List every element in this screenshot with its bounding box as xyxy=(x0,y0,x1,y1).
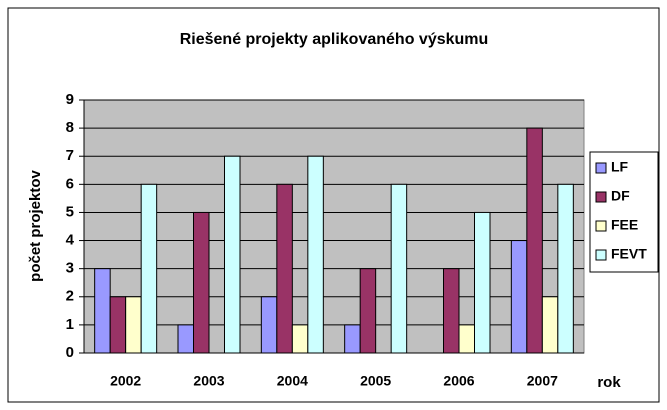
y-tick-label: 7 xyxy=(66,147,74,164)
y-tick-label: 2 xyxy=(66,288,74,305)
bar xyxy=(94,268,111,354)
legend-swatch xyxy=(595,162,607,174)
bar xyxy=(344,324,361,354)
legend-label: FEE xyxy=(611,217,638,233)
bar xyxy=(177,324,194,354)
legend-label: DF xyxy=(611,188,630,204)
bar xyxy=(307,155,324,354)
plot-area xyxy=(83,99,585,354)
bar xyxy=(557,183,574,354)
legend-swatch xyxy=(595,249,607,261)
bar xyxy=(260,296,278,354)
bar xyxy=(276,183,293,354)
x-tick-label: 2007 xyxy=(527,373,558,389)
y-tick-label: 9 xyxy=(66,91,74,108)
bar xyxy=(140,183,158,354)
y-axis-label: počet projektov xyxy=(27,169,44,281)
y-tick-label: 4 xyxy=(66,232,75,249)
legend-swatch xyxy=(595,191,607,203)
x-tick-label: 2002 xyxy=(110,373,141,389)
y-tick-label: 5 xyxy=(66,203,74,220)
y-tick-label: 3 xyxy=(66,260,74,277)
x-axis-label: rok xyxy=(597,374,621,391)
x-tick-label: 2005 xyxy=(360,373,391,389)
bar xyxy=(474,211,491,354)
y-tick-label: 8 xyxy=(66,119,74,136)
bar xyxy=(458,324,475,354)
bar xyxy=(224,155,241,354)
y-tick-label: 6 xyxy=(66,175,74,192)
bar xyxy=(541,296,559,354)
bar xyxy=(359,268,377,354)
bar xyxy=(390,183,408,354)
bar xyxy=(526,127,543,354)
bar xyxy=(193,211,210,354)
legend-label: LF xyxy=(611,159,629,175)
bar xyxy=(109,296,127,354)
bar xyxy=(291,324,309,354)
chart-title: Riešené projekty aplikovaného výskumu xyxy=(180,31,489,48)
x-tick-label: 2006 xyxy=(443,373,474,389)
y-tick-label: 1 xyxy=(66,316,74,333)
legend-swatch xyxy=(595,220,607,232)
x-tick-label: 2004 xyxy=(277,373,308,389)
x-tick-label: 2003 xyxy=(193,373,224,389)
bar xyxy=(125,296,142,354)
bar xyxy=(510,240,528,354)
bar xyxy=(443,268,460,354)
legend-label: FEVT xyxy=(611,246,647,262)
y-tick-label: 0 xyxy=(66,344,74,361)
